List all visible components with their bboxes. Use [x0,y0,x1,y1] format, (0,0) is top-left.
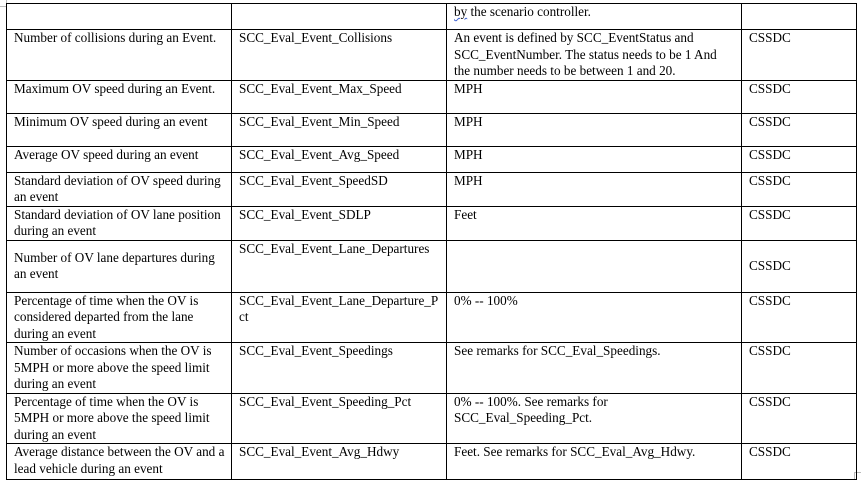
variable-cell: SCC_Eval_Event_Avg_Speed [231,145,447,173]
variable-cell: SCC_Eval_Event_Lane_Departures [231,239,447,293]
table-row: by the scenario controller. [6,3,857,30]
source-cell: CSSDC [741,392,857,444]
source-cell: CSSDC [741,205,857,241]
source-cell: CSSDC [741,112,857,147]
description-cell: Average OV speed during an event [6,145,232,173]
remarks-cell: Feet [446,205,742,241]
spellcheck-word: by [454,4,468,20]
remarks-cell: by the scenario controller. [446,3,742,30]
description-cell: Percentage of time when the OV is 5MPH o… [6,392,232,444]
variable-cell [231,3,447,30]
variable-cell: SCC_Eval_Event_Max_Speed [231,79,447,114]
remarks-text: the scenario controller. [467,4,591,20]
variable-cell: SCC_Eval_Event_Lane_Departure_Pct [231,291,447,343]
table-row: Average distance between the OV and a le… [6,443,857,480]
remarks-cell: See remarks for SCC_Eval_Speedings. [446,342,742,394]
variable-cell: SCC_Eval_Event_Min_Speed [231,112,447,147]
description-cell [6,3,232,30]
variable-cell: SCC_Eval_Event_Speeding_Pct [231,392,447,444]
description-cell: Standard deviation of OV lane position d… [6,205,232,241]
description-cell: Percentage of time when the OV is consid… [6,291,232,343]
remarks-cell: Feet. See remarks for SCC_Eval_Avg_Hdwy. [446,443,742,480]
remarks-cell: 0% -- 100% [446,291,742,343]
remarks-cell: An event is defined by SCC_EventStatus a… [446,29,742,81]
source-cell [741,3,857,30]
table-row: Minimum OV speed during an event SCC_Eval… [6,112,857,147]
table-row: Number of collisions during an Event. SCC… [6,29,857,81]
remarks-cell: 0% -- 100%. See remarks for SCC_Eval_Spe… [446,392,742,444]
variable-cell: SCC_Eval_Event_SpeedSD [231,171,447,207]
source-cell: CSSDC [741,443,857,480]
table-row: Average OV speed during an event SCC_Eval… [6,145,857,173]
source-cell: CSSDC [741,342,857,394]
description-cell: Minimum OV speed during an event [6,112,232,147]
description-cell: Number of occasions when the OV is 5MPH … [6,342,232,394]
source-cell: CSSDC [741,29,857,81]
table-row: Number of occasions when the OV is 5MPH … [6,342,857,394]
description-cell: Standard deviation of OV speed during an… [6,171,232,207]
description-cell: Number of OV lane departures during an e… [6,239,232,293]
source-cell: CSSDC [741,239,857,293]
table-row: Standard deviation of OV speed during an… [6,171,857,207]
description-cell: Maximum OV speed during an Event. [6,79,232,114]
source-cell: CSSDC [741,79,857,114]
remarks-cell [446,239,742,293]
remarks-cell: MPH [446,171,742,207]
table-row: Standard deviation of OV lane position d… [6,205,857,241]
remarks-cell: MPH [446,112,742,147]
table-row: Percentage of time when the OV is consid… [6,291,857,343]
description-cell: Average distance between the OV and a le… [6,443,232,480]
table-row: Maximum OV speed during an Event. SCC_Eva… [6,79,857,114]
variables-table: by the scenario controller. Number of co… [6,3,857,480]
variable-cell: SCC_Eval_Event_SDLP [231,205,447,241]
source-cell: CSSDC [741,171,857,207]
source-cell: CSSDC [741,291,857,343]
variable-cell: SCC_Eval_Event_Avg_Hdwy [231,443,447,480]
source-cell: CSSDC [741,145,857,173]
table-row: Number of OV lane departures during an e… [6,239,857,293]
variable-cell: SCC_Eval_Event_Collisions [231,29,447,81]
table-row: Percentage of time when the OV is 5MPH o… [6,392,857,444]
description-cell: Number of collisions during an Event. [6,29,232,81]
variable-cell: SCC_Eval_Event_Speedings [231,342,447,394]
remarks-cell: MPH [446,79,742,114]
remarks-cell: MPH [446,145,742,173]
